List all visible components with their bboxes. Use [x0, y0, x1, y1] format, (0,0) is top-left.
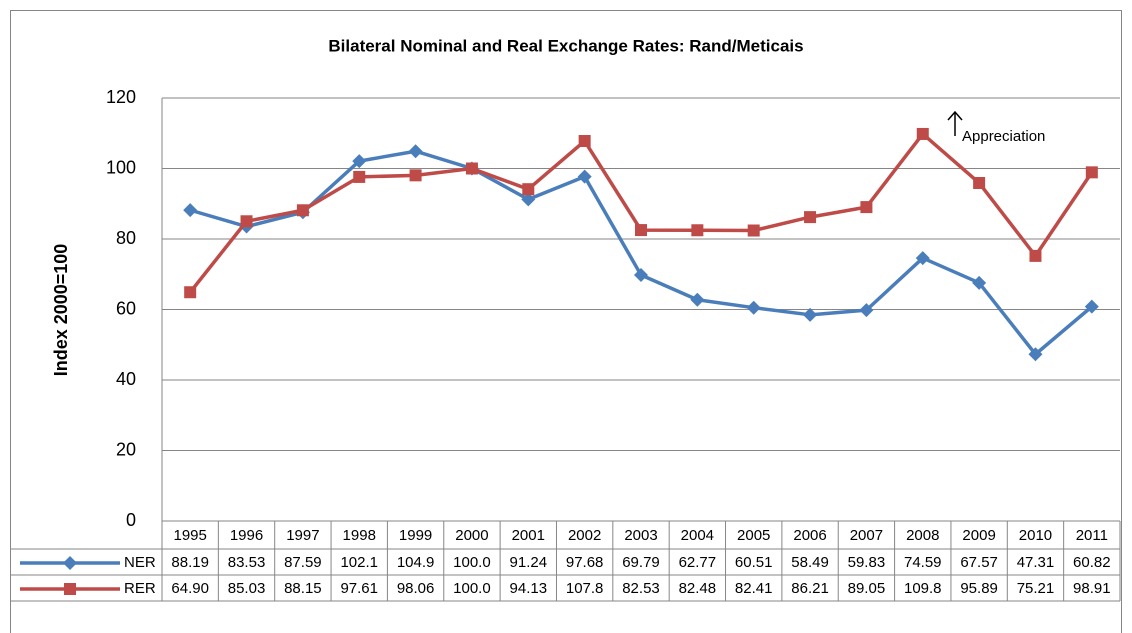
table-value: 69.79: [622, 554, 660, 571]
marker: [578, 135, 591, 148]
table-value: 60.51: [735, 554, 773, 571]
marker: [63, 556, 77, 570]
table-value: 88.19: [171, 554, 209, 571]
table-value: 97.68: [566, 554, 604, 571]
marker: [240, 215, 253, 228]
marker: [915, 251, 930, 266]
chart-title: Bilateral Nominal and Real Exchange Rate…: [328, 36, 803, 55]
table-value: 87.59: [284, 554, 322, 571]
marker: [353, 170, 366, 183]
marker: [1028, 347, 1043, 362]
marker: [352, 154, 367, 169]
table-value: 82.41: [735, 580, 773, 597]
legend-label: NER: [124, 554, 156, 571]
table-value: 74.59: [904, 554, 942, 571]
marker: [522, 183, 535, 196]
marker: [860, 201, 873, 214]
marker: [635, 224, 647, 237]
table-value: 86.21: [791, 580, 829, 597]
table-value: 107.8: [566, 580, 604, 597]
table-value: 60.82: [1073, 554, 1111, 571]
table-value: 109.8: [904, 580, 942, 597]
marker: [804, 211, 817, 224]
x-tick-label: 2003: [624, 527, 657, 544]
annotation-arrow: [947, 110, 963, 136]
table-value: 47.31: [1017, 554, 1055, 571]
x-tick-label: 2011: [1076, 527, 1108, 544]
marker: [296, 204, 309, 217]
marker: [916, 127, 929, 140]
x-tick-label: 2000: [455, 527, 488, 544]
y-tick-label: 60: [116, 298, 136, 318]
marker: [64, 583, 76, 595]
x-tick-label: 2007: [850, 527, 883, 544]
marker: [859, 303, 874, 318]
marker: [690, 292, 705, 307]
table-value: 102.1: [340, 554, 378, 571]
x-tick-label: 1996: [230, 527, 263, 544]
x-tick-label: 2004: [681, 527, 714, 544]
marker: [747, 224, 760, 237]
table-value: 64.90: [171, 580, 209, 597]
x-tick-label: 2010: [1019, 527, 1052, 544]
marker: [577, 169, 592, 184]
y-tick-label: 0: [126, 510, 136, 530]
table-value: 100.0: [453, 554, 491, 571]
table-value: 82.53: [622, 580, 660, 597]
x-tick-label: 2001: [512, 527, 545, 544]
marker: [634, 267, 648, 282]
table-value: 91.24: [510, 554, 548, 571]
chart-frame: [10, 10, 1122, 633]
table-value: 83.53: [228, 554, 266, 571]
table-value: 58.49: [791, 554, 829, 571]
x-tick-label: 1995: [173, 527, 206, 544]
table-value: 85.03: [228, 580, 266, 597]
table-value: 88.15: [284, 580, 322, 597]
marker: [973, 176, 986, 189]
table-value: 97.61: [340, 580, 378, 597]
x-tick-label: 2006: [793, 527, 826, 544]
marker: [409, 169, 422, 182]
x-tick-label: 2005: [737, 527, 770, 544]
y-tick-label: 120: [106, 87, 136, 107]
x-tick-label: 2008: [906, 527, 939, 544]
table-value: 98.06: [397, 580, 435, 597]
table-value: 82.48: [679, 580, 717, 597]
marker: [521, 192, 536, 207]
table-value: 89.05: [848, 580, 886, 597]
marker: [1085, 166, 1098, 179]
annotation: Appreciation: [962, 128, 1045, 145]
marker: [1029, 249, 1042, 262]
marker: [183, 203, 198, 218]
marker: [691, 224, 704, 237]
table-value: 59.83: [848, 554, 886, 571]
x-tick-label: 1997: [286, 527, 319, 544]
y-axis-title: Index 2000=100: [51, 244, 71, 377]
x-tick-label: 1999: [399, 527, 432, 544]
x-tick-label: 2009: [962, 527, 995, 544]
table-value: 62.77: [679, 554, 717, 571]
marker: [184, 286, 197, 299]
marker: [408, 144, 423, 159]
marker: [803, 307, 818, 322]
x-tick-label: 1998: [343, 527, 376, 544]
table-value: 98.91: [1073, 580, 1111, 597]
marker: [1084, 299, 1099, 314]
y-tick-label: 40: [116, 369, 136, 389]
table-value: 100.0: [453, 580, 491, 597]
x-tick-label: 2002: [568, 527, 601, 544]
y-tick-label: 80: [116, 228, 136, 248]
y-tick-label: 100: [106, 157, 136, 177]
table-value: 67.57: [960, 554, 998, 571]
y-tick-label: 20: [116, 439, 136, 459]
table-value: 95.89: [960, 580, 998, 597]
table-value: 94.13: [510, 580, 548, 597]
marker: [465, 162, 478, 175]
table-value: 75.21: [1017, 580, 1055, 597]
marker: [972, 275, 987, 290]
table-value: 104.9: [397, 554, 435, 571]
legend-label: RER: [124, 580, 156, 597]
marker: [746, 300, 761, 315]
